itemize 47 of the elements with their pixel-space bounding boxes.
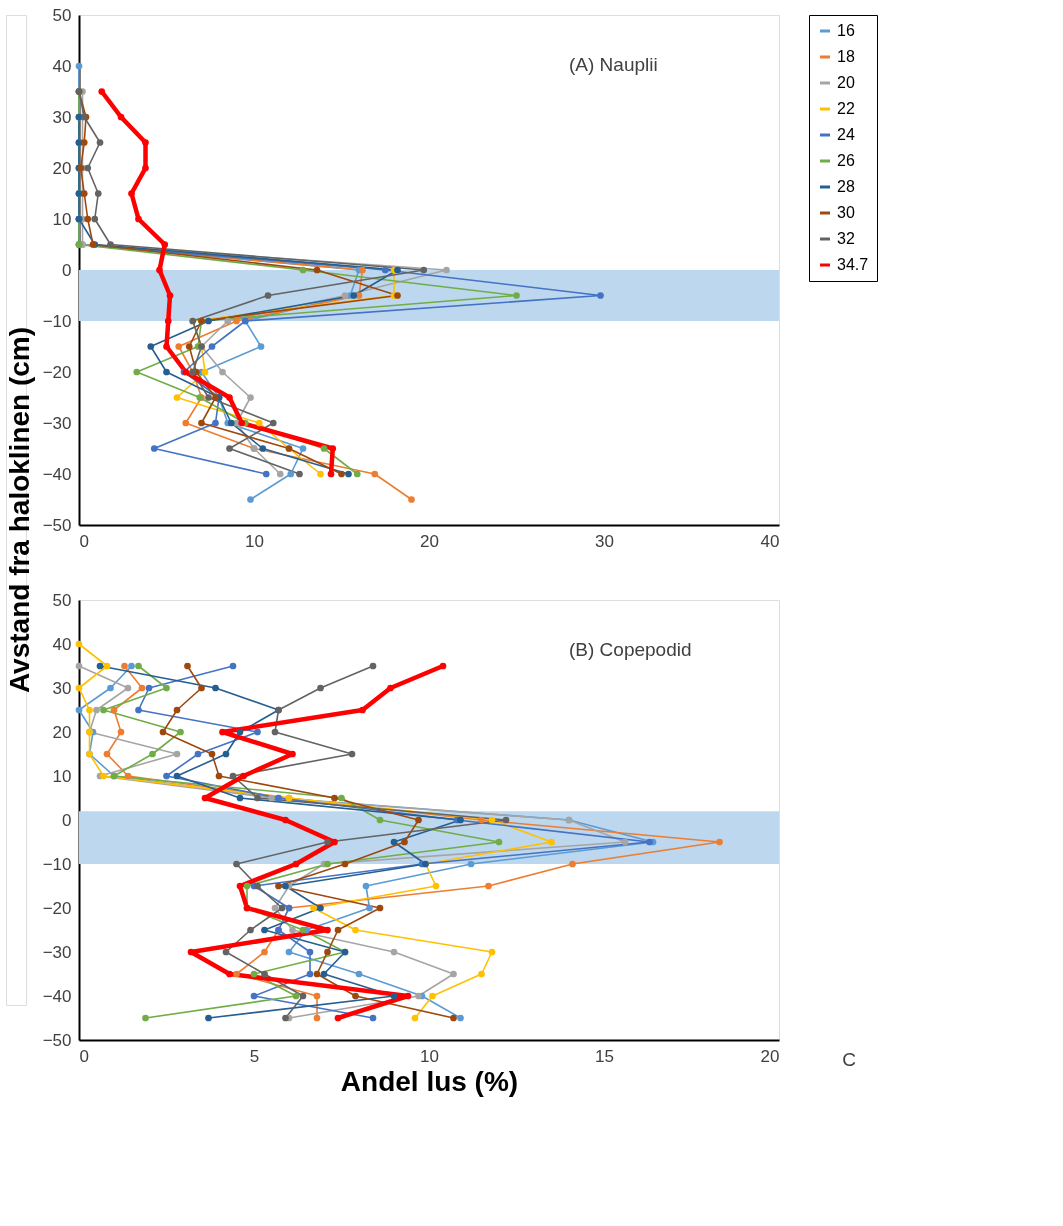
y-tick-label: 30 <box>52 107 72 127</box>
legend-label: 26 <box>837 152 855 169</box>
legend-label: 34.7 <box>837 256 869 273</box>
x-tick-label: 5 <box>249 1046 260 1066</box>
y-tick-label: −30 <box>42 942 72 962</box>
y-tick-label: 30 <box>52 678 72 698</box>
y-tick-label: 10 <box>52 766 72 786</box>
y-tick-label: −50 <box>42 515 72 535</box>
legend-label: 18 <box>837 48 855 65</box>
y-tick-label: 50 <box>52 590 72 610</box>
x-axis-title: Andel lus (%) <box>340 1065 519 1097</box>
y-axis-title: Avstand fra haloklinen (cm) <box>4 326 35 694</box>
y-tick-label: 0 <box>62 260 72 280</box>
y-tick-label: −10 <box>42 311 72 331</box>
x-tick-label: 10 <box>420 1046 439 1066</box>
text: C <box>842 1049 856 1070</box>
legend-label: 30 <box>837 204 855 221</box>
y-tick-label: −40 <box>42 464 72 484</box>
y-tick-label: −20 <box>42 362 72 382</box>
x-tick-label: 30 <box>595 531 614 551</box>
legend-label: 28 <box>837 178 855 195</box>
y-tick-label: 20 <box>52 722 72 742</box>
legend-label: 20 <box>837 74 855 91</box>
legend-label: 32 <box>837 230 855 247</box>
y-tick-label: 40 <box>52 56 72 76</box>
y-tick-label: 40 <box>52 634 72 654</box>
y-tick-label: −50 <box>42 1030 72 1050</box>
y-tick-label: 20 <box>52 158 72 178</box>
y-tick-label: 10 <box>52 209 72 229</box>
legend-label: 16 <box>837 22 855 39</box>
annotation: (B) Copepodid <box>569 639 692 660</box>
y-tick-label: −10 <box>42 854 72 874</box>
legend-label: 22 <box>837 100 855 117</box>
x-tick-label: 20 <box>420 531 439 551</box>
x-tick-label: 20 <box>760 1046 780 1066</box>
y-tick-label: −30 <box>42 413 72 433</box>
legend-label: 24 <box>837 126 855 143</box>
x-tick-label: 10 <box>245 531 264 551</box>
y-tick-label: −40 <box>42 986 72 1006</box>
x-tick-label: 0 <box>79 531 89 551</box>
annotation: (A) Nauplii <box>569 54 658 75</box>
x-tick-label: 0 <box>79 1046 89 1066</box>
x-tick-label: 15 <box>595 1046 614 1066</box>
y-tick-label: 50 <box>52 5 72 25</box>
x-tick-label: 40 <box>760 531 780 551</box>
y-tick-label: 0 <box>62 810 72 830</box>
y-tick-label: −20 <box>42 898 72 918</box>
